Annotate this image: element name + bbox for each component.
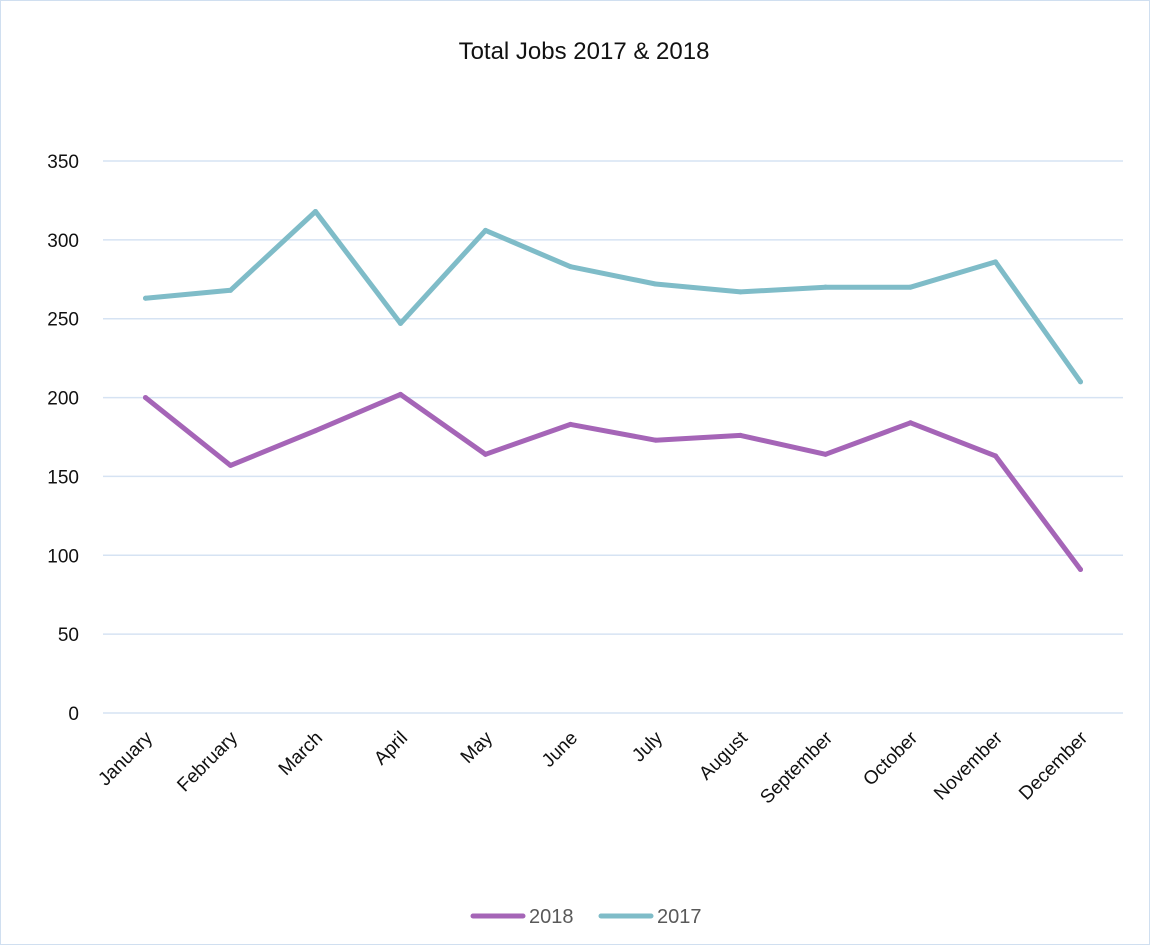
series-lines — [143, 208, 1083, 572]
y-tick-label: 300 — [47, 231, 79, 252]
y-tick-label: 0 — [68, 704, 79, 725]
x-tick-label: December — [1015, 727, 1092, 804]
x-tick-label: May — [457, 727, 498, 768]
y-tick-label: 350 — [47, 152, 79, 173]
x-tick-label: October — [859, 727, 922, 790]
y-tick-label: 200 — [47, 389, 79, 410]
x-tick-label: July — [628, 727, 667, 766]
data-point-2017 — [1078, 379, 1083, 385]
data-point-2017 — [653, 281, 658, 287]
data-point-2018 — [313, 428, 318, 434]
data-point-2018 — [228, 462, 233, 468]
data-point-2018 — [568, 421, 573, 427]
x-tick-label: March — [275, 728, 327, 780]
y-tick-label: 50 — [58, 625, 79, 646]
data-point-2017 — [313, 208, 318, 214]
legend: 2018 2017 — [470, 906, 702, 928]
x-tick-label: June — [538, 728, 582, 772]
data-point-2018 — [993, 453, 998, 459]
series-line-2018 — [143, 391, 1083, 572]
data-point-2018 — [653, 437, 658, 443]
legend-label: 2018 — [529, 906, 574, 928]
data-point-2018 — [398, 391, 403, 397]
series-line-2017 — [143, 209, 1083, 385]
x-tick-label: April — [370, 728, 412, 770]
x-tick-label: January — [94, 727, 157, 790]
data-point-2017 — [908, 284, 913, 290]
data-point-2017 — [143, 295, 148, 301]
data-point-2018 — [143, 395, 148, 401]
x-tick-label: August — [695, 727, 752, 784]
legend-label: 2017 — [657, 906, 702, 928]
data-point-2017 — [228, 287, 233, 293]
x-axis-ticks: January February March April May June July Augu… — [94, 727, 1092, 808]
data-point-2018 — [823, 451, 828, 457]
data-point-2017 — [483, 227, 488, 233]
data-point-2017 — [993, 259, 998, 265]
data-point-2017 — [398, 320, 403, 326]
data-point-2018 — [908, 420, 913, 426]
x-tick-label: November — [930, 727, 1007, 804]
x-tick-label: September — [756, 727, 837, 808]
y-tick-label: 150 — [47, 467, 79, 488]
chart-title: Total Jobs 2017 & 2018 — [459, 38, 710, 65]
y-tick-label: 100 — [47, 546, 79, 567]
data-point-2018 — [483, 451, 488, 457]
data-point-2017 — [738, 289, 743, 295]
y-axis-ticks: 0 50 100 150 200 250 300 350 — [47, 152, 79, 725]
data-point-2017 — [823, 284, 828, 290]
y-tick-label: 250 — [47, 310, 79, 331]
data-point-2018 — [738, 432, 743, 438]
data-point-2018 — [1078, 566, 1083, 572]
grid-lines — [103, 160, 1123, 714]
data-point-2017 — [568, 264, 573, 270]
x-tick-label: February — [173, 727, 242, 796]
